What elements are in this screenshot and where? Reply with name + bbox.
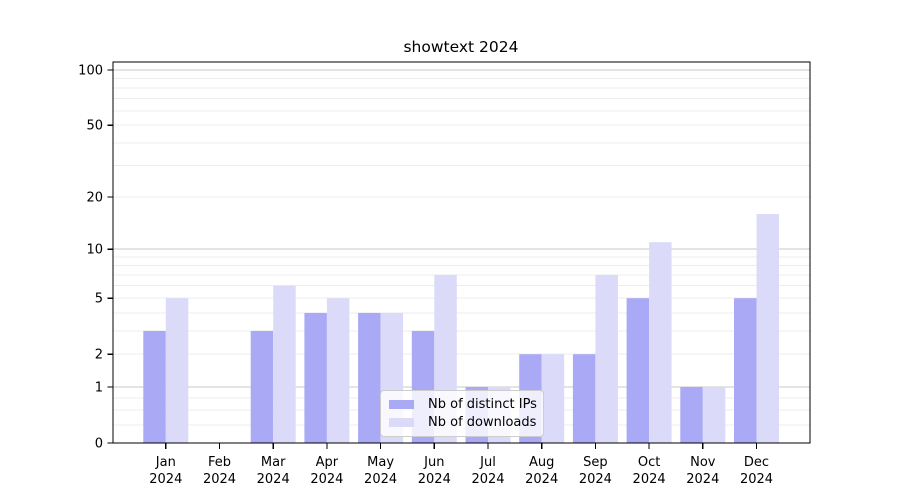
bar-distinct-ips-mar (250, 330, 274, 443)
bar-downloads-oct (649, 242, 672, 443)
legend-label-distinct-ips: Nb of distinct IPs (428, 397, 537, 413)
y-axis-labels: 0 1 2 5 10 20 50 100 (78, 64, 103, 452)
x-tick-label: Jun 2024 (418, 455, 451, 487)
x-tick-label: Nov 2024 (686, 455, 719, 487)
major-gridlines (113, 69, 810, 388)
x-axis-labels: Jan 2024 Feb 2024 Mar 2024 Apr 2024 May 2024 Jun 20… (149, 455, 773, 487)
axis-ticks (107, 69, 758, 449)
bar-downloads-aug (541, 354, 565, 443)
y-tick-label: 20 (86, 190, 103, 205)
bar-distinct-ips-may (358, 312, 381, 443)
y-tick-label: 0 (95, 437, 103, 452)
bar-downloads-jan (165, 298, 189, 443)
legend-swatch-distinct-ips (389, 400, 414, 410)
minor-gridlines (113, 77, 810, 426)
legend-item-downloads: Nb of downloads (389, 414, 537, 430)
y-tick-label: 5 (95, 292, 103, 307)
bar-distinct-ips-sep (572, 354, 596, 443)
x-tick-label: May 2024 (364, 455, 397, 487)
legend: Nb of distinct IPs Nb of downloads (380, 390, 544, 437)
y-tick-label: 10 (86, 243, 103, 258)
chart-title: showtext 2024 (403, 38, 518, 56)
x-tick-label: Jan 2024 (149, 455, 182, 487)
x-tick-label: Aug 2024 (525, 455, 558, 487)
plot-border (112, 61, 811, 444)
x-tick-label: Dec 2024 (740, 455, 773, 487)
y-tick-label: 50 (86, 119, 103, 134)
bar-distinct-ips-oct (626, 298, 650, 443)
legend-label-downloads: Nb of downloads (428, 414, 537, 430)
x-tick-label: Oct 2024 (633, 455, 666, 487)
bar-downloads-dec (756, 214, 779, 443)
x-tick-label: Sep 2024 (579, 455, 612, 487)
bar-downloads-apr (326, 298, 350, 443)
x-tick-label: Mar 2024 (257, 455, 290, 487)
x-tick-label: Apr 2024 (310, 455, 343, 487)
bar-distinct-ips-apr (304, 312, 327, 443)
bar-downloads-sep (595, 274, 618, 443)
y-tick-label: 1 (95, 380, 103, 395)
bar-downloads-mar (273, 285, 296, 443)
x-tick-label: Jul 2024 (471, 455, 504, 487)
legend-swatch-downloads (389, 417, 414, 427)
bar-downloads-nov (702, 386, 726, 443)
bar-distinct-ips-dec (734, 298, 757, 443)
y-tick-label: 2 (95, 348, 103, 363)
y-tick-label: 100 (78, 64, 103, 79)
x-tick-label: Feb 2024 (203, 455, 236, 487)
bar-distinct-ips-jan (143, 330, 166, 443)
bar-distinct-ips-nov (680, 386, 703, 443)
legend-item-distinct-ips: Nb of distinct IPs (389, 397, 537, 413)
